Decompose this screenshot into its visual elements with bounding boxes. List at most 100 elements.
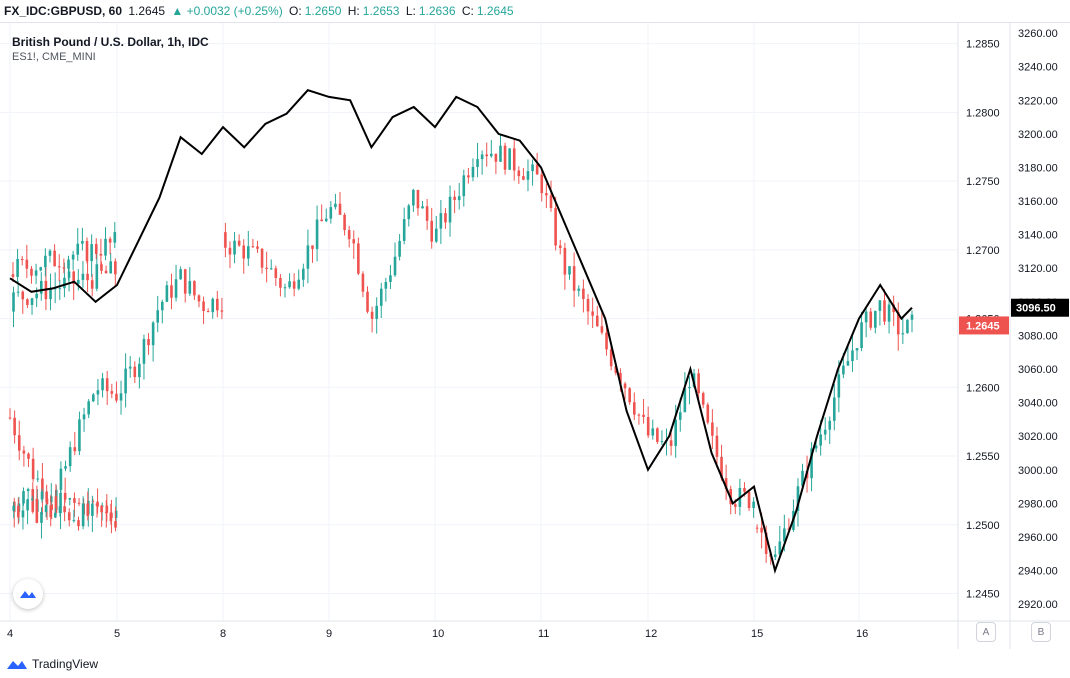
candle-body [68, 498, 72, 500]
candle-body [347, 230, 351, 240]
candle-body [95, 503, 99, 506]
candle-body [44, 255, 47, 268]
candle-body [851, 350, 854, 362]
candle-body [338, 203, 342, 215]
candle-body [503, 145, 507, 170]
candle-body [105, 505, 109, 513]
candle-body [30, 298, 34, 305]
overlay-series-legend[interactable]: ES1!, CME_MINI [12, 51, 96, 63]
candle-body [27, 453, 30, 459]
candle-body [887, 304, 891, 322]
candle-body [476, 159, 479, 167]
candle-body [755, 527, 759, 529]
candle-body [860, 322, 863, 349]
symbol-label[interactable]: FX_IDC:GBPUSD, 60 [4, 4, 123, 18]
overlay-tick-label: 2920.00 [1018, 599, 1058, 611]
candle-body [480, 154, 484, 160]
candle-body [94, 244, 98, 254]
candle-body [855, 348, 859, 351]
candle-body [906, 319, 909, 334]
candle-body [439, 213, 443, 229]
candle-body [179, 269, 182, 280]
candle-body [701, 393, 705, 405]
candle-body [30, 498, 34, 500]
candle-body [549, 195, 553, 209]
candle-body [109, 261, 113, 274]
candle-body [421, 206, 424, 209]
candle-body [183, 269, 187, 294]
candle-body [138, 363, 141, 378]
candle-body [773, 554, 777, 557]
candle-body [228, 247, 232, 255]
candle-body [892, 304, 895, 313]
candle-body [99, 253, 103, 256]
tradingview-logo-button[interactable] [13, 579, 43, 609]
candle-body [92, 394, 95, 402]
candle-body [357, 243, 360, 274]
candle-body [105, 378, 109, 392]
candle-body [656, 428, 659, 442]
candle-body [59, 468, 63, 490]
x-tick-label: 10 [432, 628, 444, 640]
chart-canvas[interactable]: 1.28501.28001.27501.27001.26501.26001.25… [0, 23, 1070, 649]
candle-body [810, 448, 813, 479]
price-tick-label: 1.2550 [966, 451, 1000, 463]
candle-body [124, 368, 127, 394]
overlay-tick-label: 3000.00 [1018, 465, 1058, 477]
tradingview-brand-icon [7, 661, 27, 669]
tradingview-logo-icon [20, 591, 36, 598]
tradingview-brand-label[interactable]: TradingView [32, 657, 99, 671]
candle-body [623, 383, 627, 389]
candle-body [361, 273, 365, 292]
main-series-legend[interactable]: British Pound / U.S. Dollar, 1h, IDC [12, 35, 209, 49]
candle-body [49, 505, 53, 518]
candle-body [160, 301, 164, 311]
candle-body [642, 414, 645, 418]
candle-body [133, 366, 137, 378]
candle-body [101, 378, 104, 391]
candle-body [77, 520, 80, 527]
candle-body [531, 164, 534, 172]
candle-body [22, 491, 25, 504]
candle-body [49, 288, 52, 300]
axis-b-button[interactable]: B [1031, 622, 1051, 642]
candle-body [156, 310, 160, 323]
candle-body [595, 315, 599, 327]
candle-body [801, 470, 804, 487]
x-tick-label: 16 [856, 628, 868, 640]
candle-body [95, 264, 99, 289]
candle-body [697, 373, 700, 394]
overlay-tick-label: 3180.00 [1018, 162, 1058, 174]
candle-body [86, 273, 89, 281]
candle-body [591, 311, 594, 316]
candle-body [68, 447, 72, 467]
candle-body [274, 268, 278, 279]
x-tick-label: 15 [751, 628, 763, 640]
candle-body [34, 270, 38, 276]
candle-body [73, 498, 76, 503]
candle-body [444, 213, 447, 223]
candle-body [76, 243, 80, 255]
last-price: 1.2645 [128, 4, 166, 18]
candle-body [688, 386, 691, 389]
candle-body [31, 458, 35, 480]
candle-body [609, 349, 613, 367]
candle-body [67, 259, 70, 269]
candle-body [35, 293, 38, 299]
axis-a-button[interactable]: A [976, 622, 996, 642]
candle-body [170, 285, 173, 298]
candle-body [91, 503, 94, 516]
candle-body [508, 148, 511, 170]
candle-body [36, 478, 40, 480]
candle-body [49, 496, 53, 503]
overlay-tick-label: 2980.00 [1018, 498, 1058, 510]
candle-body [320, 219, 323, 222]
candle-body [224, 232, 227, 248]
candle-body [78, 419, 81, 452]
candle-body [412, 189, 415, 206]
current-price-tag [959, 316, 1009, 335]
candle-body [901, 333, 905, 335]
candle-body [842, 365, 845, 375]
candle-body [715, 435, 719, 457]
chart-pane[interactable]: 1.28501.28001.27501.27001.26501.26001.25… [0, 22, 1070, 649]
